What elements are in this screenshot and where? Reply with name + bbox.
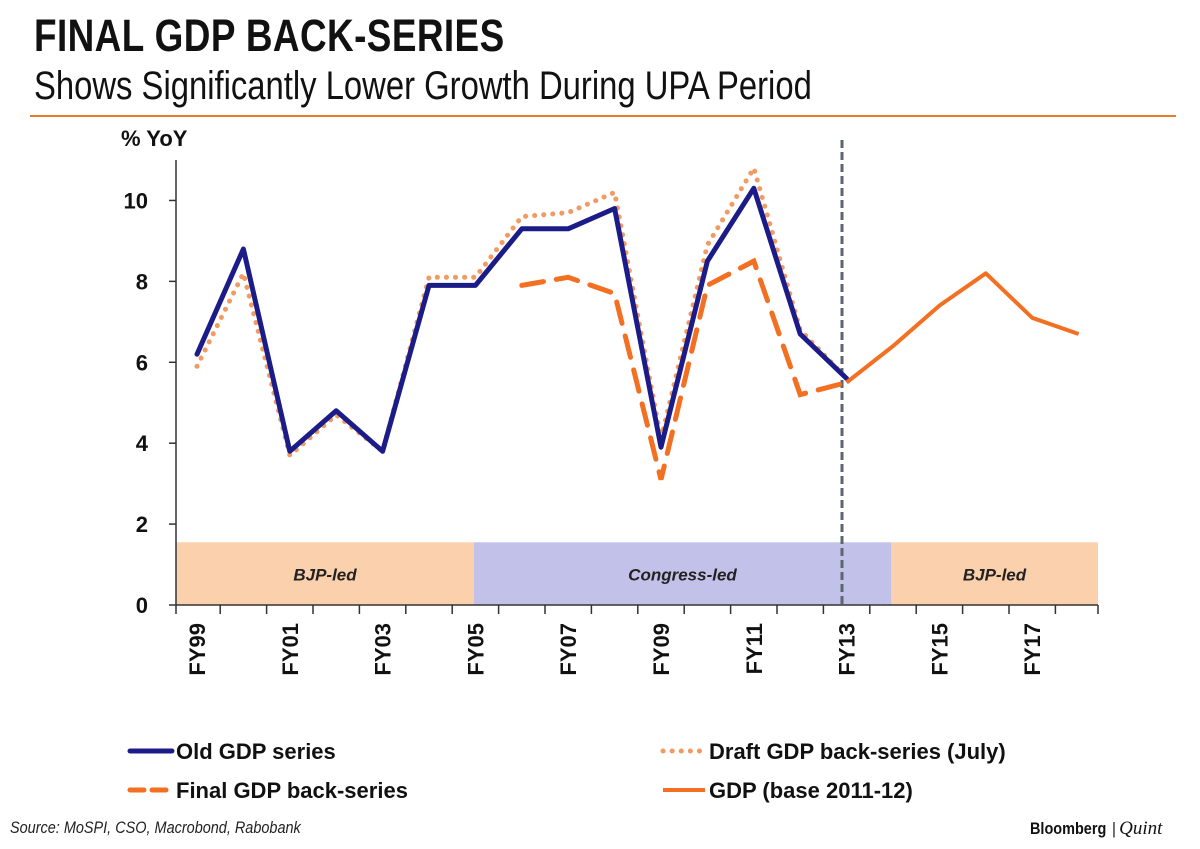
series-line-final-gdp-back-series xyxy=(519,257,850,481)
x-tick-label: FY03 xyxy=(371,623,396,676)
source-note: Source: MoSPI, CSO, Macrobond, Rabobank xyxy=(10,818,301,837)
y-tick-label: 8 xyxy=(136,269,148,294)
y-tick-label: 4 xyxy=(136,431,149,456)
x-tick-label: FY01 xyxy=(278,623,303,676)
y-axis-label: % YoY xyxy=(121,126,188,151)
band-bjp-led-0 xyxy=(176,542,474,605)
legend-label: GDP (base 2011-12) xyxy=(709,778,913,803)
legend-label: Old GDP series xyxy=(176,739,336,764)
brand-separator: | xyxy=(1111,819,1117,838)
band-label: BJP-led xyxy=(293,565,357,584)
x-tick-label: FY99 xyxy=(185,623,210,676)
title-divider xyxy=(30,115,1176,117)
brand-secondary: Quint xyxy=(1119,818,1163,839)
legend-label: Draft GDP back-series (July) xyxy=(709,739,1006,764)
y-tick-label: 2 xyxy=(136,512,148,537)
y-tick-label: 10 xyxy=(124,188,148,213)
series-line-old-gdp-series xyxy=(194,185,850,454)
series-line-draft-gdp-back-series-july xyxy=(194,161,850,460)
brand-logo: Bloomberg | Quint xyxy=(1030,818,1162,840)
band-congress-led-1 xyxy=(474,542,891,605)
chart-title: FINAL GDP BACK-SERIES xyxy=(34,10,505,61)
x-tick-label: FY13 xyxy=(835,623,860,676)
x-tick-label: FY17 xyxy=(1020,623,1045,676)
x-tick-label: FY05 xyxy=(463,623,488,676)
series-line-gdp-base-2011-12 xyxy=(845,271,1080,385)
band-label: BJP-led xyxy=(963,565,1027,584)
legend-label: Final GDP back-series xyxy=(176,778,408,803)
band-bjp-led-2 xyxy=(891,542,1098,605)
x-tick-label: FY11 xyxy=(742,623,767,674)
x-tick-label: FY15 xyxy=(927,623,952,676)
x-tick-label: FY07 xyxy=(556,623,581,676)
y-tick-label: 0 xyxy=(136,593,148,618)
band-label: Congress-led xyxy=(628,565,737,584)
brand-primary: Bloomberg xyxy=(1030,819,1107,838)
x-tick-label: FY09 xyxy=(649,623,674,676)
y-tick-label: 6 xyxy=(136,350,148,375)
chart-subtitle: Shows Significantly Lower Growth During … xyxy=(34,64,812,108)
